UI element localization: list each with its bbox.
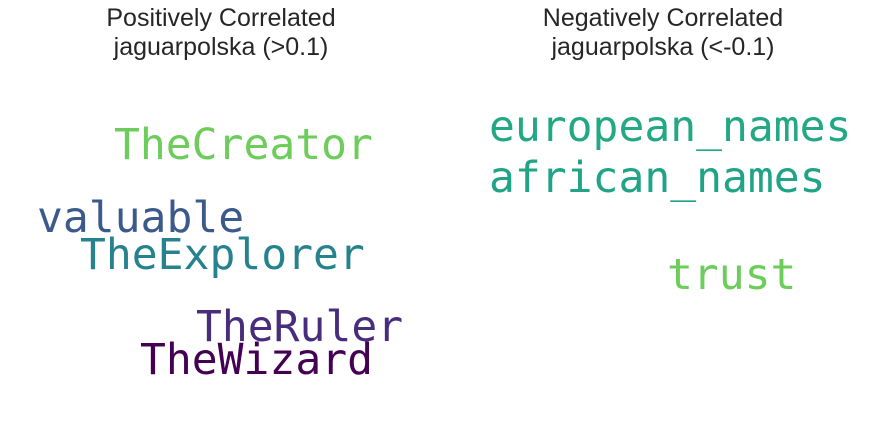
word-thecreator: TheCreator	[114, 120, 373, 170]
word-theruler: TheRuler	[196, 302, 404, 352]
word-european-names: european_names	[489, 102, 852, 152]
word-african-names: african_names	[489, 153, 826, 203]
word-thewizard: TheWizard	[140, 335, 373, 385]
negative-title-line2: jaguarpolska (<-0.1)	[551, 33, 775, 61]
word-theexplorer: TheExplorer	[80, 230, 365, 280]
positive-title-line1: Positively Correlated	[106, 4, 336, 32]
word-valuable: valuable	[37, 193, 245, 243]
positive-wordcloud-panel: Positively Correlated jaguarpolska (>0.1…	[0, 4, 442, 385]
negative-title-line1: Negatively Correlated	[542, 4, 784, 32]
positive-title-line2: jaguarpolska (>0.1)	[113, 33, 329, 61]
positive-panel-title: Positively Correlated jaguarpolska (>0.1…	[0, 4, 442, 62]
word-trust: trust	[667, 250, 797, 300]
negative-wordcloud-panel: Negatively Correlated jaguarpolska (<-0.…	[442, 0, 884, 424]
negative-panel-title: Negatively Correlated jaguarpolska (<-0.…	[442, 4, 884, 62]
